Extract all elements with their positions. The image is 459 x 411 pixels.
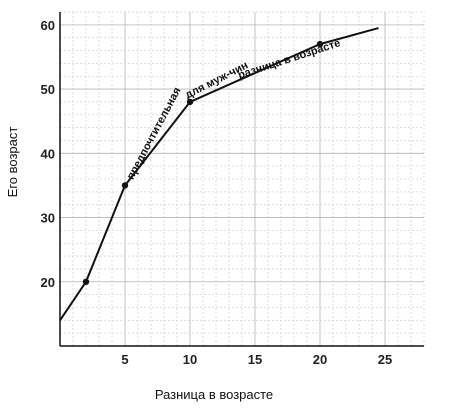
x-tick-label: 5 [121, 352, 128, 367]
x-tick-label: 20 [313, 352, 327, 367]
x-tick-label: 10 [183, 352, 197, 367]
data-points [82, 40, 324, 285]
annotation-label: разница в возрасте [237, 37, 342, 81]
x-tick-labels: 5 10 15 20 25 [121, 352, 392, 367]
y-axis-label: Его возраст [5, 127, 20, 198]
x-axis-label: Разница в возрасте [155, 387, 273, 402]
y-tick-labels: 20 30 40 50 60 [41, 18, 55, 290]
grid [60, 11, 425, 346]
data-point [186, 98, 194, 106]
annotation-label: предпочтительная [125, 86, 184, 182]
y-tick-label: 20 [41, 275, 55, 290]
y-tick-label: 60 [41, 18, 55, 33]
y-tick-label: 40 [41, 146, 55, 161]
x-tick-label: 25 [378, 352, 392, 367]
data-point [82, 278, 90, 285]
x-tick-label: 15 [248, 352, 262, 367]
data-point [121, 182, 129, 189]
y-tick-label: 30 [41, 211, 55, 226]
data-point [316, 40, 324, 48]
series-line [59, 27, 379, 321]
y-tick-label: 50 [41, 82, 55, 97]
